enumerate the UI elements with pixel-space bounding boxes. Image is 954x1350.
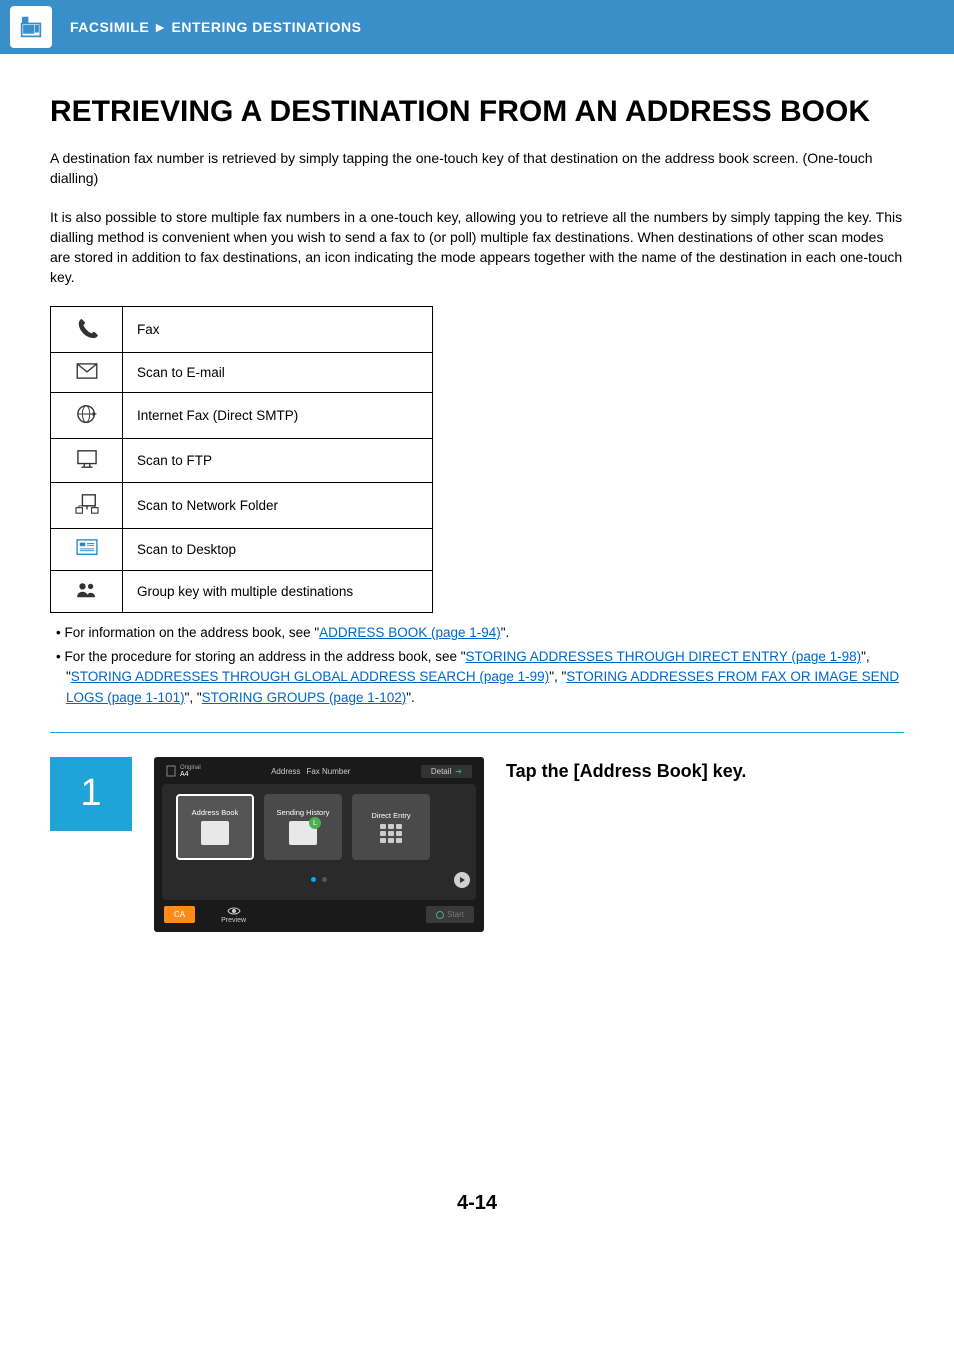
- preview-button[interactable]: Preview: [221, 906, 246, 924]
- step-row: 1 Original A4 Address Fax Number Detail …: [50, 757, 904, 932]
- address-book-icon: [201, 821, 229, 845]
- start-button[interactable]: Start: [426, 906, 474, 923]
- note-item: For information on the address book, see…: [56, 623, 904, 643]
- notes-list: For information on the address book, see…: [50, 623, 904, 708]
- note-item: For the procedure for storing an address…: [56, 647, 904, 708]
- fax-icon: [51, 306, 123, 352]
- global-search-link[interactable]: STORING ADDRESSES THROUGH GLOBAL ADDRESS…: [71, 669, 549, 684]
- ftp-icon: [51, 438, 123, 482]
- icon-label: Scan to Network Folder: [123, 482, 433, 528]
- next-page-button[interactable]: [454, 872, 470, 888]
- address-book-link[interactable]: ADDRESS BOOK (page 1-94): [319, 625, 501, 640]
- email-icon: [51, 352, 123, 392]
- icon-label: Scan to FTP: [123, 438, 433, 482]
- section-divider: [50, 732, 904, 733]
- table-row: Scan to E-mail: [51, 352, 433, 392]
- icon-label: Scan to Desktop: [123, 528, 433, 570]
- icon-label: Fax: [123, 306, 433, 352]
- header-bar: FACSIMILE► ENTERING DESTINATIONS: [0, 0, 954, 54]
- page-dots: [176, 870, 462, 890]
- ca-button[interactable]: CA: [164, 906, 195, 923]
- icon-label: Internet Fax (Direct SMTP): [123, 392, 433, 438]
- keypad-icon: [380, 824, 402, 843]
- group-icon: [51, 570, 123, 612]
- tile-row: Address Book Sending History Direct Entr…: [176, 794, 462, 860]
- page-title: RETRIEVING A DESTINATION FROM AN ADDRESS…: [50, 94, 904, 130]
- start-ring-icon: [436, 911, 444, 919]
- breadcrumb: FACSIMILE► ENTERING DESTINATIONS: [70, 19, 361, 35]
- direct-entry-tile[interactable]: Direct Entry: [352, 794, 430, 860]
- ui-body: Address Book Sending History Direct Entr…: [162, 784, 476, 900]
- icon-label: Scan to E-mail: [123, 352, 433, 392]
- intro-paragraph-2: It is also possible to store multiple fa…: [50, 207, 904, 288]
- breadcrumb-section: ENTERING DESTINATIONS: [172, 19, 362, 35]
- ui-bottom-bar: CA Preview Start: [162, 906, 476, 924]
- touchscreen-mock: Original A4 Address Fax Number Detail ➔ …: [154, 757, 484, 932]
- address-book-tile[interactable]: Address Book: [176, 794, 254, 860]
- sending-history-tile[interactable]: Sending History: [264, 794, 342, 860]
- storing-groups-link[interactable]: STORING GROUPS (page 1-102): [202, 690, 407, 705]
- detail-button[interactable]: Detail ➔: [421, 765, 472, 778]
- table-row: Fax: [51, 306, 433, 352]
- page-number: 4-14: [50, 1192, 904, 1215]
- icon-table: Fax Scan to E-mail Internet Fax (Direct …: [50, 306, 433, 613]
- desktop-icon: [51, 528, 123, 570]
- breadcrumb-separator: ►: [153, 19, 167, 35]
- network-folder-icon: [51, 482, 123, 528]
- breadcrumb-mode: FACSIMILE: [70, 19, 149, 35]
- table-row: Scan to Desktop: [51, 528, 433, 570]
- address-bar[interactable]: Address Fax Number: [271, 767, 350, 776]
- history-icon: [289, 821, 317, 845]
- arrow-right-icon: ➔: [455, 767, 462, 776]
- step-number: 1: [50, 757, 132, 831]
- table-row: Scan to Network Folder: [51, 482, 433, 528]
- original-indicator: Original A4: [166, 765, 201, 778]
- step-instruction: Tap the [Address Book] key.: [506, 757, 746, 782]
- preview-icon: [227, 906, 241, 916]
- table-row: Scan to FTP: [51, 438, 433, 482]
- icon-label: Group key with multiple destinations: [123, 570, 433, 612]
- dot-active: [311, 877, 316, 882]
- table-row: Internet Fax (Direct SMTP): [51, 392, 433, 438]
- dot-inactive: [322, 877, 327, 882]
- direct-entry-link[interactable]: STORING ADDRESSES THROUGH DIRECT ENTRY (…: [466, 649, 862, 664]
- table-row: Group key with multiple destinations: [51, 570, 433, 612]
- internet-fax-icon: [51, 392, 123, 438]
- fax-mode-icon: [10, 6, 52, 48]
- ui-top-bar: Original A4 Address Fax Number Detail ➔: [162, 763, 476, 784]
- intro-paragraph-1: A destination fax number is retrieved by…: [50, 148, 904, 189]
